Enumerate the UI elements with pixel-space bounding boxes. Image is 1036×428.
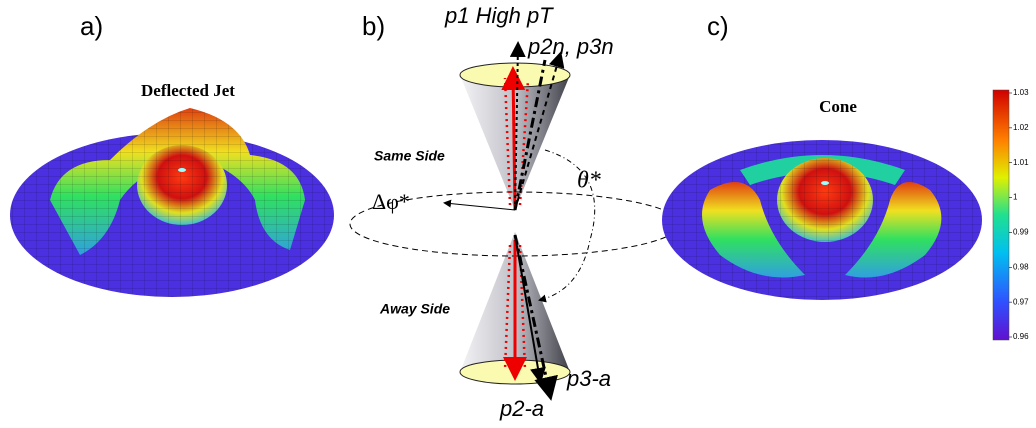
particle-label: p2-a: [499, 396, 544, 421]
angle-label: Δφ*: [372, 189, 410, 214]
colorbar-tick-label: 1.03: [1013, 88, 1029, 97]
cone-diagram: [349, 41, 681, 401]
angle-label: θ*: [577, 168, 601, 194]
surface-plot: [10, 108, 334, 297]
colorbar: [992, 89, 1010, 341]
surface-plot: [662, 140, 982, 300]
colorbar-tick-label: 1: [1013, 193, 1018, 202]
particle-label: p3-a: [566, 366, 611, 391]
colorbar-tick-label: 1.02: [1013, 123, 1029, 132]
panel-title: Deflected Jet: [141, 81, 235, 100]
colorbar-tick-label: 0.98: [1013, 262, 1029, 271]
colorbar-tick-label: 0.99: [1013, 228, 1029, 237]
panel-title: Cone: [819, 97, 857, 116]
side-label: Away Side: [379, 301, 450, 317]
panel-label: b): [362, 11, 385, 41]
particle-label: p2n, p3n: [527, 34, 614, 59]
colorbar-tick-label: 0.96: [1013, 332, 1029, 341]
colorbar-tick-label: 1.01: [1013, 158, 1029, 167]
colorbar-tick-label: 0.97: [1013, 297, 1029, 306]
particle-label: p1 High pT: [444, 3, 554, 28]
side-label: Same Side: [374, 148, 445, 164]
panel-label: c): [707, 11, 729, 41]
panel-label: a): [80, 11, 103, 41]
